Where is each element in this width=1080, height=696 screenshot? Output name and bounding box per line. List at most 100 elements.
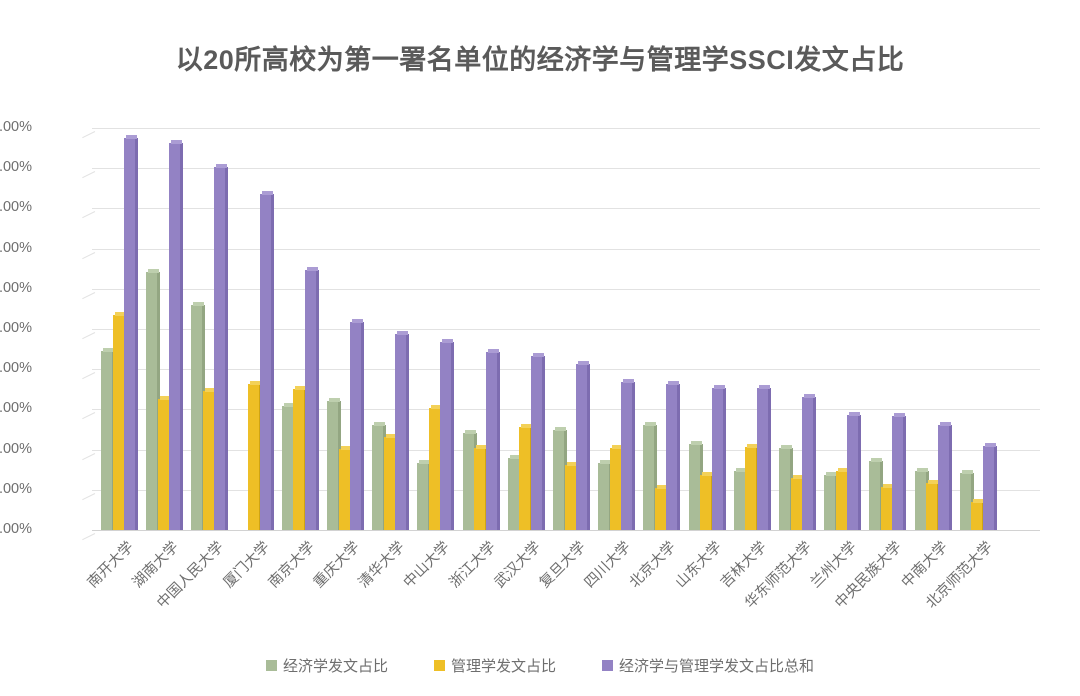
bar-face — [202, 390, 214, 530]
bar[interactable] — [643, 422, 658, 530]
bar-face — [350, 321, 361, 530]
bar-face — [553, 430, 564, 530]
bar-side — [948, 424, 952, 530]
bar[interactable] — [259, 190, 274, 530]
bar-top — [837, 467, 849, 472]
bar-top — [882, 484, 894, 489]
bar[interactable] — [959, 469, 974, 530]
bar-top — [747, 444, 759, 449]
bar-face — [700, 474, 712, 530]
bar[interactable] — [395, 330, 410, 530]
bar[interactable] — [847, 412, 862, 530]
bar-side — [315, 269, 319, 530]
bar-face — [101, 350, 112, 530]
bar-group — [643, 128, 681, 530]
bar[interactable] — [711, 384, 726, 530]
bar[interactable] — [169, 140, 184, 530]
bar-side — [270, 193, 274, 530]
bar-top — [509, 454, 521, 459]
bar-face — [124, 137, 135, 530]
legend-item[interactable]: 经济学发文占比 — [265, 655, 388, 676]
bar-top — [984, 442, 996, 447]
legend-item[interactable]: 经济学与管理学发文占比总和 — [602, 655, 814, 676]
bar[interactable] — [124, 134, 138, 530]
bar[interactable] — [937, 421, 952, 530]
bar-face — [869, 460, 881, 530]
bar-side — [225, 166, 229, 530]
bar-face — [338, 448, 350, 530]
bar-face — [756, 387, 768, 530]
bar-face — [609, 448, 621, 530]
bar-top — [487, 349, 499, 354]
chart-legend: 经济学发文占比 管理学发文占比 经济学与管理学发文占比总和 — [0, 655, 1080, 676]
bar-top — [103, 347, 114, 352]
bar[interactable] — [576, 360, 590, 530]
bar[interactable] — [304, 266, 319, 530]
bar-face — [248, 384, 260, 530]
bar-top — [159, 395, 171, 400]
bar-top — [623, 379, 635, 384]
bar-face — [507, 457, 519, 530]
legend-label: 经济学发文占比 — [282, 658, 388, 675]
bar-top — [521, 424, 533, 429]
bar-top — [148, 268, 160, 273]
bar[interactable] — [191, 301, 206, 530]
bar[interactable] — [982, 442, 997, 530]
legend-item[interactable]: 管理学发文占比 — [433, 655, 556, 676]
bar[interactable] — [146, 268, 161, 530]
bar-side — [632, 382, 636, 530]
bar-group — [237, 128, 274, 530]
bar[interactable] — [350, 318, 364, 530]
bar-face — [745, 447, 757, 530]
bar[interactable] — [892, 412, 907, 530]
bar-top — [204, 387, 216, 392]
bar-side — [722, 387, 726, 530]
bar-top — [555, 427, 566, 432]
bar-face — [880, 487, 892, 530]
bar-face — [112, 314, 124, 530]
bar-top — [464, 429, 476, 434]
bar[interactable] — [485, 349, 500, 530]
bar[interactable] — [101, 347, 115, 530]
bar-side — [767, 387, 771, 530]
bar[interactable] — [666, 380, 681, 530]
bar[interactable] — [621, 379, 636, 530]
gridline — [92, 168, 1040, 170]
bar-group — [462, 128, 500, 530]
bar-group — [553, 128, 590, 530]
bar[interactable] — [214, 163, 229, 530]
bar[interactable] — [756, 384, 771, 530]
bar[interactable] — [802, 393, 816, 530]
bar-top — [340, 445, 352, 450]
bar-top — [735, 467, 747, 472]
bar[interactable] — [440, 338, 455, 530]
bar-face — [914, 470, 926, 530]
y-axis-tick-label: 0.00% — [0, 521, 32, 537]
bar[interactable] — [530, 353, 545, 530]
bar-top — [442, 338, 454, 343]
gridline — [92, 208, 1040, 210]
gridline-depth-stub — [82, 533, 96, 541]
bar-side — [903, 415, 907, 530]
bar-top — [600, 460, 612, 465]
bar-face — [576, 363, 587, 530]
bar[interactable] — [112, 311, 127, 530]
legend-label: 经济学与管理学发文占比总和 — [619, 658, 815, 675]
bar-face — [564, 464, 576, 530]
plot-area — [82, 128, 1040, 541]
bar-top — [532, 353, 544, 358]
bar-top — [916, 467, 928, 472]
bar-group — [779, 128, 816, 530]
bar-top — [804, 393, 815, 398]
y-axis-tick-label: 5.00% — [0, 480, 32, 497]
bar-side — [587, 363, 590, 530]
y-axis-tick-label: 40.00% — [0, 199, 32, 216]
y-axis-tick-label: 30.00% — [0, 279, 32, 296]
bar-group — [417, 128, 455, 530]
bar-face — [643, 425, 655, 530]
bar-top — [928, 480, 940, 485]
bar-top — [758, 384, 770, 389]
bar-top — [566, 461, 578, 466]
bar-group — [507, 128, 545, 530]
bar-top — [713, 384, 725, 389]
